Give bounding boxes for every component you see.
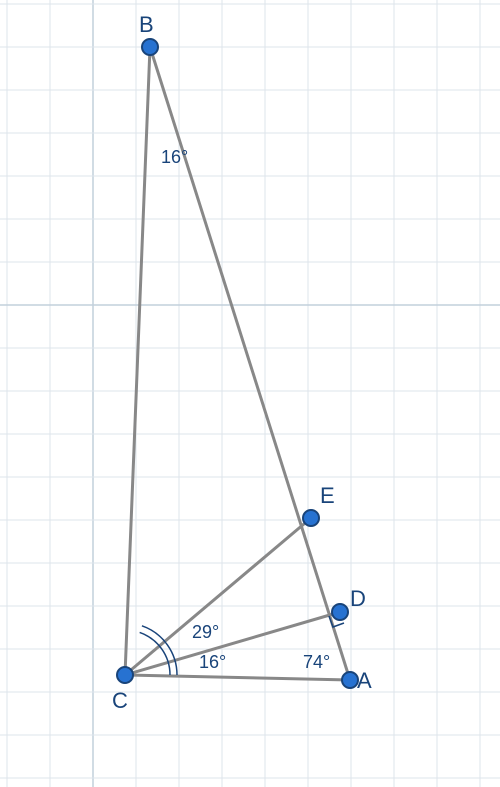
angle-label-B: 16° bbox=[161, 147, 188, 168]
geometry-svg bbox=[0, 0, 500, 787]
point-label-E: E bbox=[320, 483, 335, 509]
point-label-B: B bbox=[139, 12, 154, 38]
segments bbox=[125, 47, 350, 680]
point-label-C: C bbox=[112, 688, 128, 714]
point-label-D: D bbox=[350, 586, 366, 612]
point-label-A: A bbox=[357, 668, 372, 694]
angle-label-16: 16° bbox=[199, 652, 226, 673]
grid bbox=[0, 0, 500, 787]
geometry-canvas: B C A D E 16° 29° 16° 74° bbox=[0, 0, 500, 787]
angle-label-29: 29° bbox=[192, 622, 219, 643]
angle-label-74: 74° bbox=[303, 652, 330, 673]
